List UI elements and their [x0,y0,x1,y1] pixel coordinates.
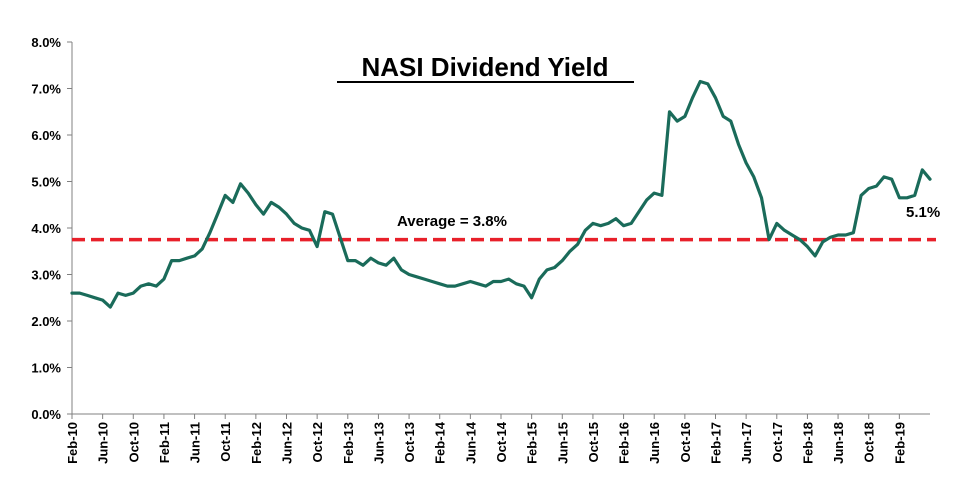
x-tick-label: Oct-13 [402,422,417,462]
y-axis: 0.0% 1.0% 2.0% 3.0% 4.0% 5.0% 6.0% 7.0% 8.0% [31,35,73,422]
x-tick-label: Feb-12 [249,422,264,464]
x-tick-label: Jun-16 [647,422,662,464]
y-tick-label: 3.0% [31,268,61,283]
y-tick-label: 5.0% [31,175,61,190]
x-tick-label: Feb-15 [525,422,540,464]
y-tick-label: 6.0% [31,128,61,143]
y-tick-label: 0.0% [31,407,61,422]
x-tick-label: Feb-13 [341,422,356,464]
y-tick-label: 4.0% [31,221,61,236]
x-tick-label: Jun-10 [96,422,111,464]
x-tick-label: Oct-18 [862,422,877,462]
y-tick-label: 1.0% [31,361,61,376]
x-tick-label: Feb-19 [892,422,907,464]
x-tick-label: Oct-16 [678,422,693,462]
x-tick-label: Jun-14 [463,421,478,464]
x-tick-label: Jun-18 [831,422,846,464]
x-tick-label: Feb-18 [800,422,815,464]
x-axis: Feb-10 Jun-10 Oct-10 Feb-11 Jun-11 Oct-11 Feb-… [65,413,930,464]
chart-title: NASI Dividend Yield [361,52,608,82]
x-tick-label: Oct-14 [494,421,509,462]
x-tick-label: Jun-17 [739,422,754,464]
x-tick-label: Oct-12 [310,422,325,462]
x-tick-label: Jun-11 [188,422,203,463]
x-tick-label: Oct-17 [770,422,785,462]
x-tick-label: Jun-13 [371,422,386,464]
series-group [70,79,932,309]
x-tick-label: Jun-15 [555,422,570,464]
x-tick-label: Feb-17 [709,422,724,464]
end-value-label: 5.1% [906,204,940,221]
y-tick-label: 2.0% [31,314,61,329]
y-tick-label: 7.0% [31,82,61,97]
x-tick-label: Oct-11 [218,422,233,462]
x-tick-label: Jun-12 [280,422,295,464]
x-tick-label: Oct-10 [126,422,141,462]
x-tick-label: Feb-14 [433,421,448,464]
series-line [70,79,932,309]
x-tick-label: Feb-16 [617,422,632,464]
average-label: Average = 3.8% [397,213,507,230]
x-tick-label: Feb-11 [157,422,172,463]
x-tick-label: Feb-10 [65,422,80,464]
x-tick-label: Oct-15 [586,422,601,462]
y-tick-label: 8.0% [31,35,61,50]
